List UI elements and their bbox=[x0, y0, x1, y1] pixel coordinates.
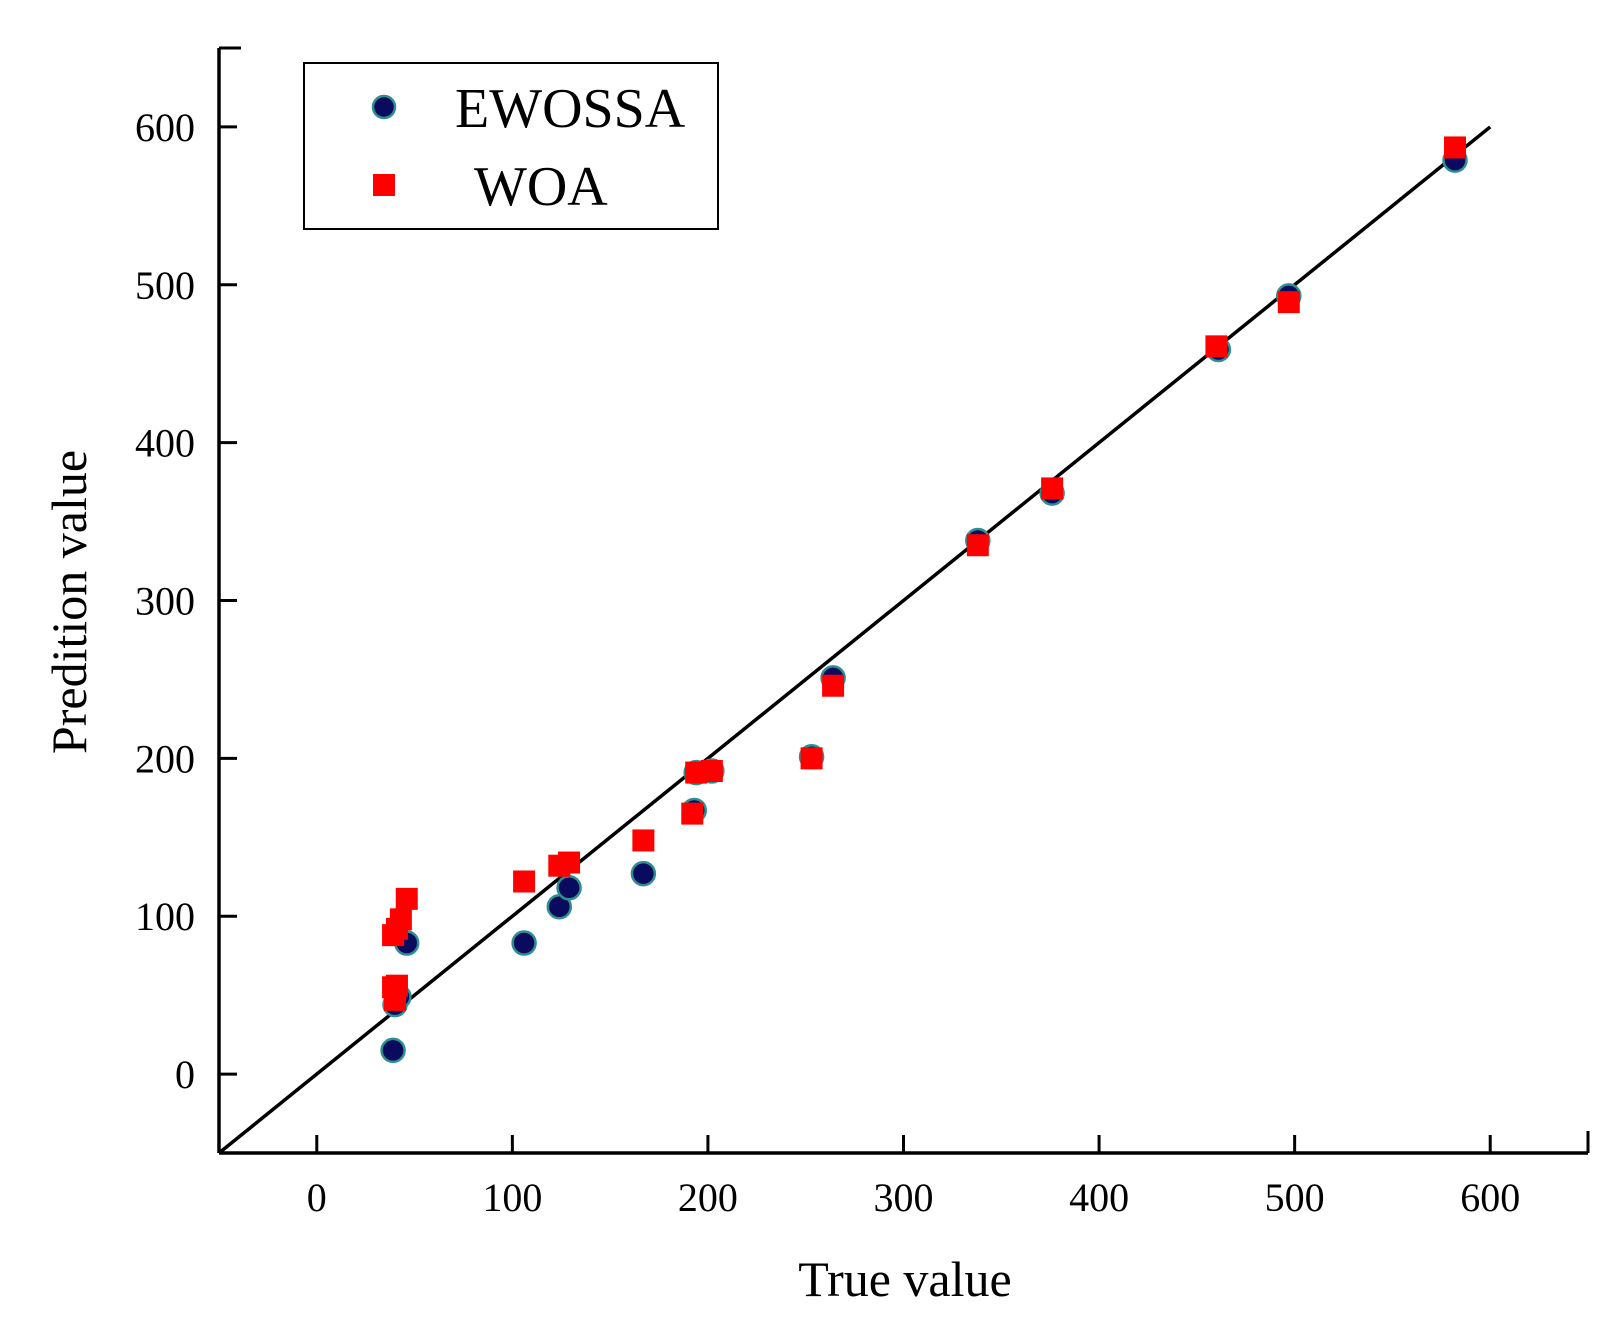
y-tick-label: 300 bbox=[135, 579, 195, 624]
point-woa bbox=[632, 829, 655, 852]
y-tick-label: 100 bbox=[135, 894, 195, 939]
point-woa bbox=[1277, 291, 1300, 314]
legend-marker-woa bbox=[373, 174, 395, 196]
y-tick-label: 600 bbox=[135, 105, 195, 150]
data-points bbox=[380, 136, 1468, 1064]
x-tick-label: 100 bbox=[482, 1175, 542, 1220]
x-tick-label: 400 bbox=[1069, 1175, 1129, 1220]
x-tick-label: 500 bbox=[1265, 1175, 1325, 1220]
point-woa bbox=[966, 534, 989, 557]
point-woa bbox=[395, 887, 418, 910]
x-tick-label: 300 bbox=[874, 1175, 934, 1220]
y-tick-label: 200 bbox=[135, 736, 195, 781]
point-ewossa bbox=[511, 930, 537, 956]
x-axis-title: True value bbox=[798, 1251, 1011, 1307]
point-woa bbox=[384, 988, 407, 1011]
point-woa bbox=[513, 870, 536, 893]
legend-marker-ewossa bbox=[371, 94, 397, 120]
y-axis-title: Predition value bbox=[41, 450, 97, 754]
point-ewossa bbox=[380, 1037, 406, 1064]
point-woa bbox=[822, 674, 845, 697]
point-woa bbox=[1041, 477, 1064, 500]
point-woa bbox=[800, 747, 823, 770]
y-tick-label: 0 bbox=[175, 1052, 195, 1097]
legend-label-woa: WOA bbox=[474, 156, 608, 218]
point-woa bbox=[1205, 335, 1228, 358]
x-tick-label: 600 bbox=[1460, 1175, 1520, 1220]
legend-box bbox=[303, 62, 719, 230]
x-tick-label: 200 bbox=[678, 1175, 738, 1220]
y-tick-label: 400 bbox=[135, 421, 195, 466]
point-ewossa bbox=[630, 860, 657, 887]
y-tick-label: 500 bbox=[135, 263, 195, 308]
point-ewossa bbox=[556, 875, 582, 901]
legend-label-ewossa: EWOSSA bbox=[455, 78, 686, 140]
legend: EWOSSA WOA bbox=[303, 62, 719, 230]
point-woa bbox=[558, 851, 581, 874]
point-woa bbox=[700, 759, 723, 782]
point-woa bbox=[681, 802, 704, 825]
x-tick-label: 0 bbox=[307, 1175, 327, 1220]
y-axis-ticks: 0 100 200 300 400 500 600 bbox=[135, 105, 237, 1097]
point-woa bbox=[389, 908, 412, 931]
x-axis-ticks: 0 100 200 300 400 500 600 bbox=[307, 1135, 1520, 1220]
point-woa bbox=[1444, 136, 1467, 159]
